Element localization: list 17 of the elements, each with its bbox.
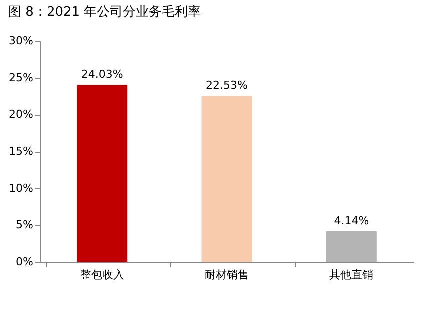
x-tick-label: 整包收入 (80, 268, 124, 282)
chart-title: 图 8：2021 年公司分业务毛利率 (8, 4, 202, 20)
data-label: 22.53% (206, 79, 248, 92)
y-tick-label: 5% (16, 218, 34, 232)
data-label: 24.03% (81, 68, 124, 81)
y-tick-label: 15% (9, 145, 34, 158)
data-label: 4.14% (334, 214, 370, 228)
x-tick-label: 其他直销 (330, 268, 374, 282)
bar (326, 232, 377, 262)
bar (77, 84, 128, 262)
y-tick-label: 30% (9, 34, 34, 48)
x-tick-label: 耐材销售 (205, 268, 249, 282)
y-tick-label: 20% (9, 108, 34, 122)
bar (202, 96, 252, 262)
y-tick-label: 0% (16, 256, 34, 268)
y-tick-label: 10% (9, 182, 34, 195)
y-tick-label: 25% (9, 71, 34, 84)
